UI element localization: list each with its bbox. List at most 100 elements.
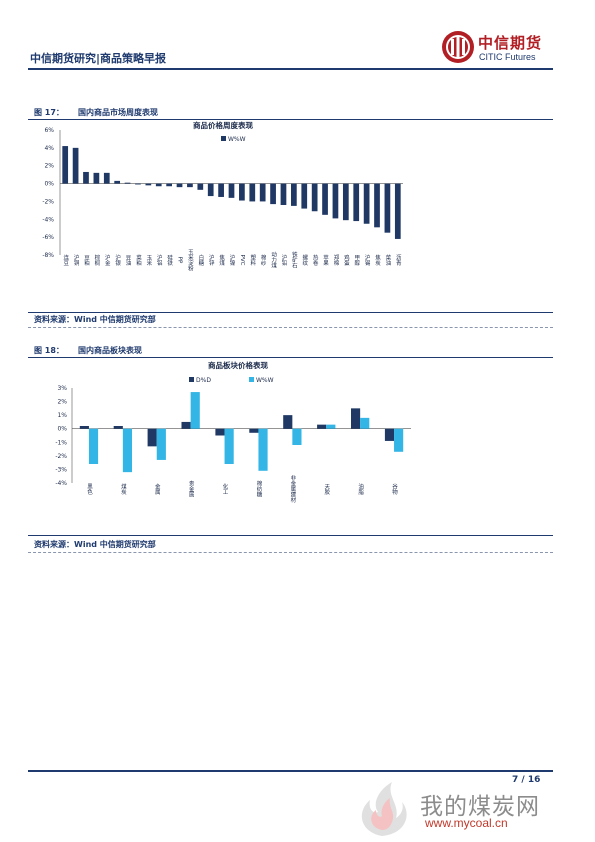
bar	[249, 428, 259, 433]
bar	[197, 183, 204, 190]
figure18-source: 资料来源：Wind 中信期货研究部	[34, 540, 156, 549]
bar	[350, 408, 361, 429]
bar	[103, 172, 110, 184]
bar	[342, 183, 349, 221]
x-tick-label: 硅铁	[166, 253, 173, 267]
bar	[291, 183, 297, 206]
bar	[239, 183, 245, 201]
x-tick-label: 天胶	[323, 483, 330, 496]
bar	[353, 183, 360, 222]
header-divider	[28, 68, 553, 70]
figure17-title: 国内商品市场周度表现	[78, 108, 158, 117]
bar	[155, 183, 162, 187]
figure18-dashed-rule	[28, 552, 553, 553]
bar	[190, 392, 200, 429]
watermark-url: www.mycoal.cn	[425, 816, 508, 830]
bar	[122, 428, 133, 473]
legend-swatch	[221, 136, 226, 141]
x-tick-label: 谷物	[391, 482, 398, 496]
x-tick-label: 沪镍	[229, 253, 236, 267]
x-tick-label: 塑料	[249, 253, 256, 267]
report-header-title: 中信期货研究|商品策略早报	[30, 52, 167, 65]
legend-swatch	[249, 377, 254, 382]
x-tick-label: 豆油	[125, 254, 132, 267]
x-tick-label: 热卷	[312, 253, 319, 266]
logo-chinese-text: 中信期货	[478, 34, 543, 52]
bar	[145, 183, 152, 186]
x-tick-label: 棉纱	[260, 253, 267, 266]
bar	[166, 183, 172, 187]
bar	[384, 428, 395, 441]
bar	[224, 428, 234, 464]
bar	[283, 415, 293, 429]
bar	[280, 183, 287, 205]
x-tick-label: 菜粕	[135, 253, 142, 267]
y-tick-label: -1%	[55, 439, 67, 446]
figure17-dashed-rule	[28, 327, 553, 328]
figure18-bottom-rule	[28, 535, 553, 536]
bar	[317, 424, 327, 429]
x-tick-label: 玉米淀粉	[187, 249, 194, 273]
x-tick-label: 油脂	[357, 482, 364, 496]
y-tick-label: 6%	[44, 127, 54, 134]
bar	[83, 171, 89, 184]
y-tick-label: 2%	[57, 399, 67, 406]
x-tick-label: 沪锡	[364, 253, 371, 267]
y-tick-label: -4%	[55, 480, 67, 487]
figure18-label: 图 18：	[34, 346, 64, 355]
bar	[249, 183, 256, 202]
y-tick-label: -4%	[42, 216, 54, 223]
x-tick-label: 豆粕	[83, 254, 90, 267]
x-tick-label: 苹果	[322, 253, 329, 267]
bar	[135, 183, 141, 185]
y-tick-label: 3%	[57, 385, 67, 392]
x-tick-label: 煤炭	[120, 482, 127, 496]
bar	[62, 146, 69, 184]
legend-label: W%W	[228, 136, 246, 143]
bar	[394, 183, 401, 239]
bar	[259, 183, 266, 202]
x-tick-label: 沪铅	[280, 253, 287, 267]
x-tick-label: 郑棉	[332, 253, 339, 267]
bar	[207, 183, 214, 197]
figure17-label: 图 17：	[34, 108, 64, 117]
bar	[156, 428, 166, 460]
x-tick-label: 非金属建材	[289, 474, 296, 503]
flame-logo-icon	[361, 782, 407, 836]
x-tick-label: 连豆	[62, 253, 69, 266]
bar	[228, 183, 235, 198]
y-tick-label: -3%	[55, 466, 67, 473]
x-tick-label: 贵金属	[188, 480, 195, 499]
y-tick-label: 4%	[44, 145, 54, 152]
x-tick-label: 化工	[222, 482, 229, 495]
x-tick-label: 鸡蛋	[343, 253, 350, 267]
legend-label: D%D	[196, 377, 211, 384]
x-tick-label: 沪铜	[73, 253, 80, 267]
watermark-site-name: 我的煤炭网	[420, 794, 540, 820]
x-tick-label: 玉米	[145, 254, 152, 267]
x-tick-label: 沥青	[395, 253, 402, 267]
bar	[147, 428, 157, 447]
x-tick-label: 螺纹	[301, 253, 308, 267]
figure18-title: 国内商品板块表现	[78, 346, 142, 355]
y-tick-label: -2%	[55, 453, 67, 460]
chart-title: 商品板块价格表现	[208, 360, 268, 370]
x-tick-label: 沪锌	[208, 253, 215, 267]
x-tick-label: PVC	[239, 255, 245, 266]
bar	[360, 417, 370, 429]
x-tick-label: 菜油	[384, 253, 391, 267]
bar	[79, 426, 89, 429]
x-tick-label: 白糖	[197, 253, 204, 267]
sector-performance-chart: 商品板块价格表现 D%D W%W 3% 2% 1% 0% -1% -2% -3% -4% 黑色 煤炭 金属…	[55, 360, 411, 503]
bar	[292, 428, 302, 445]
bar	[258, 428, 268, 471]
x-tick-label: 沪金	[104, 253, 111, 266]
bar	[270, 183, 276, 205]
x-tick-label: 铁矿石	[291, 251, 298, 270]
y-tick-label: -6%	[42, 234, 54, 241]
x-tick-label: 甲醇	[353, 254, 360, 267]
bar	[311, 183, 318, 212]
weekly-performance-chart: 商品价格周度表现W%W6%4%2%0%-2%-4%-6%-8% 连豆 沪铜 豆粕 棕榈沪…	[42, 120, 403, 273]
bar	[215, 428, 225, 436]
citic-logo-icon	[442, 31, 474, 63]
